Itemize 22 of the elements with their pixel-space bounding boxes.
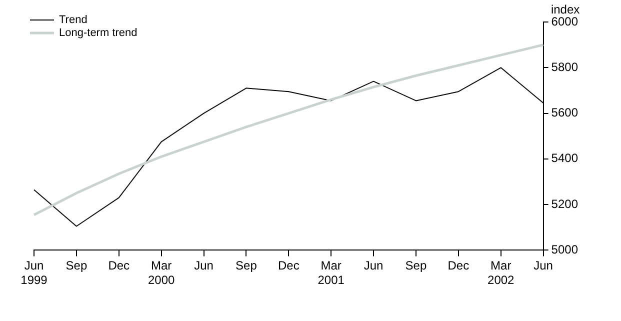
x-tick-label: Dec xyxy=(448,258,470,273)
y-axis-title: index xyxy=(550,2,580,16)
x-tick-label: Mar 2001 xyxy=(318,258,345,288)
x-tick-label: Jun 1999 xyxy=(20,258,48,288)
legend-label: Trend xyxy=(59,14,88,26)
legend-label: Long-term trend xyxy=(59,27,138,40)
x-tick-label: Sep xyxy=(66,258,88,273)
x-tick-label: Dec xyxy=(278,258,300,273)
y-tick-label: 6000 xyxy=(551,14,578,28)
x-tick-label: Jun xyxy=(364,258,384,273)
y-tick-label: 5000 xyxy=(551,242,578,257)
y-tick-label: 5600 xyxy=(551,106,578,120)
x-tick-label: Jun xyxy=(534,258,553,273)
y-tick-label: 5200 xyxy=(551,196,578,211)
y-tick-label: 5800 xyxy=(551,60,578,74)
x-tick-label: Jun xyxy=(194,258,214,273)
x-tick-label: Dec xyxy=(108,258,130,273)
x-tick-label: Mar 2002 xyxy=(488,258,515,288)
x-tick-label: Mar 2000 xyxy=(148,258,175,288)
x-tick-label: Sep xyxy=(405,258,427,273)
x-tick-label: Sep xyxy=(236,258,258,273)
y-tick-label: 5400 xyxy=(551,151,578,166)
